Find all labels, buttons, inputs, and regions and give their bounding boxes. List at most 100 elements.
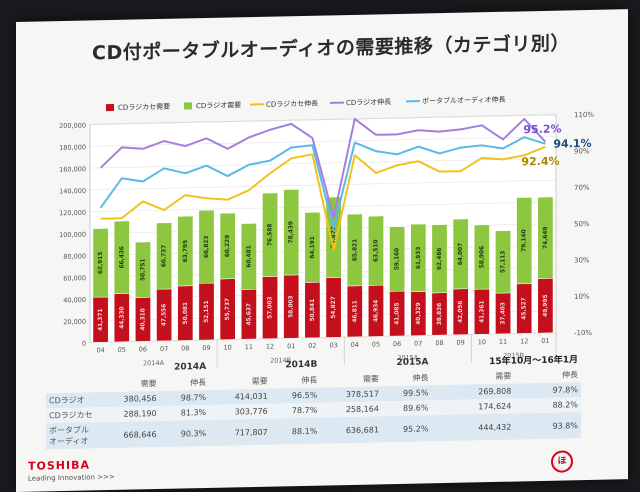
bar-cd-radio (431, 224, 448, 294)
growth-cell: 97.8% (514, 382, 581, 399)
demand-cell: 636,681 (320, 416, 382, 444)
bar-data-label: 78,439 (289, 221, 295, 243)
x-tick-label: 02 (308, 342, 316, 350)
legend-label: CDラジオ需要 (196, 101, 241, 110)
bar-data-label: 60,737 (162, 245, 168, 267)
y-left-tick-label: 40,000 (63, 296, 86, 304)
y-left-tick-label: 160,000 (59, 165, 86, 174)
line-series-1 (99, 117, 547, 219)
bar-data-label: 57,113 (501, 251, 507, 273)
bar-cd-radio (283, 189, 300, 276)
toshiba-logo: TOSHIBA (28, 458, 90, 473)
x-tick-label: 04 (96, 346, 104, 354)
legend-label: CDラジカセ伸長 (266, 99, 318, 109)
x-tick-label: 03 (329, 341, 337, 349)
legend-label: CDラジカセ需要 (118, 103, 170, 112)
bar-cd-radio (346, 213, 363, 287)
growth-cell: 90.3% (159, 419, 210, 447)
x-tick-label: 06 (139, 345, 147, 353)
bar-data-label: 40,329 (416, 302, 422, 324)
y-left-tick-label: 100,000 (59, 231, 86, 240)
y-right-tick-label: 10% (574, 293, 590, 301)
col-header-demand: 需要 (362, 374, 379, 384)
col-header-growth: 伸長 (412, 373, 429, 383)
x-tick-label: 11 (499, 338, 507, 346)
demand-cell: 378,517 (320, 386, 382, 403)
bar-data-label: 50,751 (140, 258, 146, 280)
y-left-tick-label: 140,000 (59, 187, 86, 196)
bar-cd-radio (262, 192, 278, 277)
demand-cell: 444,432 (431, 413, 515, 442)
x-tick-label: 07 (160, 345, 168, 353)
bar-data-label: 63,795 (183, 240, 189, 262)
col-header-demand: 需要 (140, 379, 157, 389)
x-tick-label: 11 (245, 343, 253, 351)
summary-table-grid: 2014A 2014B 2015A 15年10月～16年1月 需要 伸長 需要 … (46, 350, 581, 450)
growth-callout: 94.1% (553, 137, 591, 151)
y-right-tick-label: 50% (574, 220, 590, 228)
bar-cd-radio (135, 241, 151, 298)
x-tick-label: 05 (372, 340, 380, 348)
bar-data-label: 47,556 (162, 304, 168, 326)
bar-data-label: 79,140 (522, 229, 528, 251)
demand-cell: 668,646 (98, 420, 160, 449)
x-tick-label: 08 (181, 344, 189, 352)
bar-data-label: 57,003 (268, 296, 274, 318)
presentation-slide: CD付ポータブルオーディオの需要推移（カテゴリ別） 0 20,000 40,000 6… (16, 9, 628, 492)
legend-swatch (184, 102, 192, 110)
footer: TOSHIBA Leading Innovation >>> (28, 458, 115, 483)
bar-data-label: 60,481 (246, 245, 252, 267)
x-tick-label: 09 (202, 344, 210, 352)
bar-cd-radio (113, 220, 130, 294)
bar-data-label: 40,310 (140, 308, 146, 330)
row-label: CDラジカセ (46, 407, 98, 424)
demand-cell: 258,164 (320, 401, 382, 418)
line-series-2 (99, 136, 546, 230)
x-tick-label: 04 (351, 341, 359, 349)
bar-cd-radio (198, 209, 215, 284)
bar-cd-radio (304, 211, 321, 283)
bar-data-label: 42,056 (458, 301, 464, 323)
bar-data-label: 55,737 (225, 298, 231, 320)
gridline (90, 136, 556, 147)
bar-cd-radio (452, 218, 469, 290)
growth-cell: 98.7% (159, 389, 210, 406)
growth-cell: 93.8% (514, 412, 581, 440)
y-right-tick-label: 70% (574, 184, 590, 192)
bar-cd-radio (368, 215, 384, 286)
growth-callout: 95.2% (523, 122, 561, 136)
col-header-growth: 伸長 (301, 375, 318, 386)
bar-data-label: 50,081 (183, 302, 189, 324)
growth-cell: 96.5% (270, 387, 321, 404)
x-tick-label: 10 (224, 343, 232, 351)
legend-label: ポータブルオーディオ伸長 (422, 95, 506, 106)
bar-data-label: 50,841 (310, 299, 316, 321)
bar-data-label: 74,649 (543, 226, 549, 248)
growth-cell: 81.3% (159, 404, 210, 421)
row-label: ポータブル オーディオ (46, 422, 98, 450)
bar-data-label: 38,836 (437, 303, 443, 325)
x-tick-label: 07 (414, 339, 422, 347)
x-tick-label: 08 (435, 339, 443, 347)
x-tick-label: 10 (478, 338, 486, 346)
growth-cell: 88.2% (514, 397, 581, 414)
demand-cell: 380,456 (98, 390, 160, 408)
bar-cd-radio (495, 230, 511, 294)
y-right-tick-label: 90% (574, 147, 590, 155)
bar-data-label: 61,933 (416, 247, 422, 269)
chart-svg: 0 20,000 40,000 60,000 80,000 100,000 120,000 1… (59, 95, 594, 368)
bar-data-label: 52,151 (204, 300, 210, 322)
period-label: 2015A (397, 354, 419, 362)
y-left-tick-label: 200,000 (59, 122, 86, 131)
growth-cell: 88.1% (270, 417, 321, 445)
y-right-tick-label: 30% (574, 256, 590, 264)
bar-data-label: 41,361 (479, 300, 485, 322)
x-tick-label: 05 (118, 346, 126, 354)
growth-cell: 78.7% (270, 402, 321, 419)
bar-cd-radio (473, 224, 490, 290)
growth-cell: 89.6% (381, 400, 432, 417)
bar-data-label: 41,085 (395, 302, 401, 324)
tagline: Leading Innovation >>> (28, 472, 115, 483)
demand-cell: 288,190 (98, 405, 160, 423)
period-label: 2014B (270, 356, 291, 364)
